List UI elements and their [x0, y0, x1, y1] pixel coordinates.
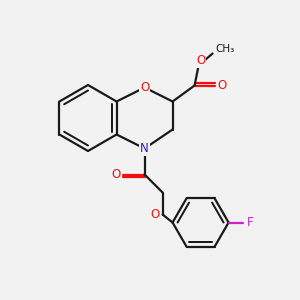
- Text: N: N: [140, 142, 149, 155]
- Text: O: O: [111, 168, 120, 181]
- Text: O: O: [196, 54, 205, 67]
- Text: F: F: [247, 216, 254, 229]
- Text: O: O: [217, 79, 226, 92]
- Text: O: O: [140, 81, 149, 94]
- Text: CH₃: CH₃: [215, 44, 234, 55]
- Text: O: O: [150, 208, 159, 221]
